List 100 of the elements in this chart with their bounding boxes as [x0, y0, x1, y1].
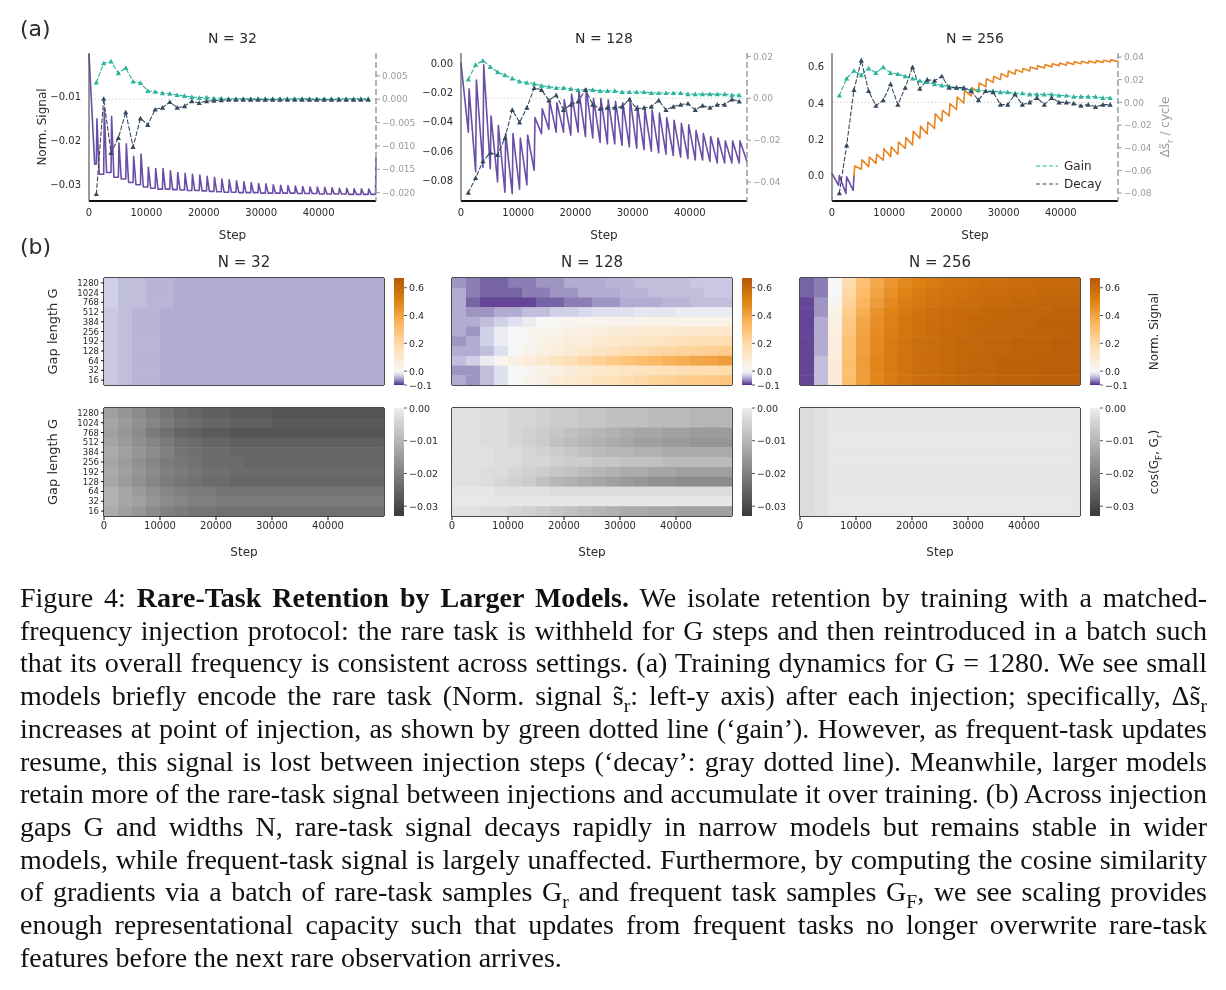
- y-tick-label: 384: [82, 447, 99, 458]
- text: (b): [20, 234, 52, 260]
- y2-tick-label: 0.02: [753, 51, 774, 62]
- color-bar-label: −0.1: [1105, 379, 1129, 391]
- x-tick-label: 0: [85, 207, 93, 219]
- color-bar-label: 0.4: [409, 310, 425, 322]
- color-bar-label: 0.00: [409, 402, 431, 414]
- y-tick-label: 16: [88, 506, 99, 517]
- x-tick-label: 30000: [604, 520, 636, 532]
- y2-tick-label: −0.04: [753, 177, 781, 188]
- chart-title: N = 32: [216, 253, 272, 271]
- x-tick-label: 0: [457, 207, 465, 219]
- x-tick-label: 20000: [559, 207, 592, 219]
- color-bar-label: 0.2: [1105, 337, 1121, 349]
- y-tick-label: 512: [82, 307, 99, 318]
- y2-tick-label: −0.020: [382, 187, 416, 198]
- x-tick-label: 20000: [187, 207, 220, 219]
- color-bar-label: 0.6: [409, 282, 425, 294]
- y-tick-label: −0.01: [50, 91, 81, 103]
- chart-title: N = 256: [908, 253, 972, 271]
- x-tick-label: 40000: [673, 207, 706, 219]
- legend-label: Gain: [1064, 159, 1092, 173]
- y-tick-label: 32: [88, 365, 99, 376]
- x-tick-label: 10000: [502, 207, 535, 219]
- y-tick-label: −0.04: [422, 116, 453, 128]
- text: Rare-Task Retention by Larger Models.: [136, 582, 629, 613]
- y-tick-label: 0.00: [430, 57, 453, 69]
- color-bar-label: −0.03: [1105, 500, 1135, 512]
- chart-title: N = 128: [574, 30, 634, 47]
- legend-label: Decay: [1064, 177, 1102, 191]
- y2-tick-label: −0.04: [1124, 142, 1152, 153]
- y2-tick-label: 0.04: [1124, 52, 1145, 63]
- y-tick-label: −0.08: [422, 175, 453, 187]
- color-bar-label: −0.01: [757, 435, 787, 447]
- color-bar-label: 0.6: [757, 282, 773, 294]
- color-bar-label: 0.2: [757, 337, 773, 349]
- x-tick-label: 0: [796, 520, 804, 532]
- y-tick-label: −0.02: [50, 135, 81, 147]
- x-tick-label: 40000: [312, 520, 344, 532]
- text: We isolate retention by training with a matched-: [639, 582, 1208, 613]
- x-tick-label: 30000: [987, 207, 1020, 219]
- color-bar-label: −0.02: [757, 467, 787, 479]
- color-bar-title: Norm. Signal: [1147, 292, 1161, 371]
- color-bar-label: −0.1: [757, 379, 781, 391]
- y-tick-label: 128: [82, 476, 99, 487]
- chart-title: N = 128: [560, 253, 624, 271]
- y2-tick-label: −0.08: [1124, 188, 1152, 199]
- y-tick-label: 0.4: [808, 97, 824, 109]
- text: frequency injection protocol: the rare task is withheld for G steps and then reintroduced in a batch such that its overall frequency is consistent across settings. (a) Training dynamics for G = 1280. We see small models briefly encode the rare task (Norm. signal s̃$_{r}$: left-y axis) after each injection; specifically, Δs̃$_{r}$ increases at point of injection, as shown by green dotted line (‘gain’). However, as frequent-task updates resume, this signal is lost between injection steps (‘decay’: gray dotted line). Meanwhile, larger models retain more of the rare-task signal between injections and accumulate it over training. (b) Across injection gaps G and widths N, rare-task signal decays rapidly in narrow models but remains stable in wider models, while frequent-task signal is largely unaffected. Furthermore, by computing the cosine similarity of gradients via a batch of rare-task samples G$_{r}$ and frequent task samples G$_{F}$, we see scaling provides enough representational capacity such that updates from frequent tasks no longer overwrite rare-task features before the next rare observation arrives.: [20, 614, 1208, 973]
- x-tick-label: 40000: [660, 520, 692, 532]
- x-tick-label: 10000: [840, 520, 872, 532]
- y-tick-label: 768: [82, 297, 99, 308]
- x-axis-title: Step: [961, 228, 989, 242]
- y-axis-title: Norm. Signal: [35, 88, 49, 166]
- chart-title: N = 256: [945, 30, 1005, 47]
- color-bar-label: 0.00: [757, 402, 779, 414]
- y-tick-label: 384: [82, 316, 99, 327]
- color-bar-label: −0.1: [409, 379, 433, 391]
- y-tick-label: 256: [82, 457, 99, 468]
- y-tick-label: 192: [82, 336, 99, 347]
- x-tick-label: 10000: [130, 207, 163, 219]
- x-axis-title: Step: [218, 228, 247, 242]
- x-tick-label: 0: [448, 520, 456, 532]
- x-tick-label: 30000: [256, 520, 288, 532]
- chart-title: N = 32: [207, 30, 258, 47]
- y-tick-label: 768: [82, 427, 99, 438]
- y-tick-label: 64: [88, 486, 99, 497]
- color-bar-label: 0.0: [409, 365, 425, 377]
- x-tick-label: 30000: [952, 520, 984, 532]
- x-axis-title: Step: [230, 545, 258, 559]
- x-tick-label: 40000: [1044, 207, 1077, 219]
- y2-tick-label: 0.005: [382, 71, 408, 82]
- x-tick-label: 40000: [1008, 520, 1040, 532]
- y-axis-title: Gap length G: [44, 418, 60, 506]
- y2-tick-label: 0.000: [382, 94, 409, 105]
- x-tick-label: 30000: [616, 207, 649, 219]
- y2-tick-label: −0.005: [382, 117, 416, 128]
- color-bar-label: 0.4: [757, 310, 773, 322]
- y-tick-label: −0.06: [422, 145, 453, 157]
- y-tick-label: 0.6: [808, 61, 824, 73]
- color-bar-label: 0.00: [1105, 402, 1127, 414]
- color-bar-label: −0.01: [1105, 435, 1135, 447]
- y2-tick-label: 0.02: [1124, 74, 1145, 85]
- y-tick-label: 192: [82, 466, 99, 477]
- color-bar-label: 0.4: [1105, 310, 1121, 322]
- x-tick-label: 0: [828, 207, 836, 219]
- color-bar-label: −0.03: [409, 500, 439, 512]
- color-bar-label: −0.02: [1105, 467, 1135, 479]
- x-axis-title: Step: [578, 545, 606, 559]
- y2-tick-label: 0.00: [1124, 97, 1145, 108]
- y-tick-label: −0.03: [50, 179, 81, 191]
- y-axis-title: Gap length G: [44, 288, 60, 375]
- color-bar-label: 0.2: [409, 337, 425, 349]
- color-bar-label: 0.6: [1105, 282, 1121, 294]
- x-axis-title: Step: [590, 228, 618, 242]
- y2-tick-label: 0.00: [753, 93, 774, 104]
- y-tick-label: 1280: [77, 277, 99, 288]
- y2-tick-label: −0.010: [382, 141, 416, 152]
- y-tick-label: 16: [88, 375, 99, 386]
- y2-tick-label: −0.02: [1124, 120, 1152, 131]
